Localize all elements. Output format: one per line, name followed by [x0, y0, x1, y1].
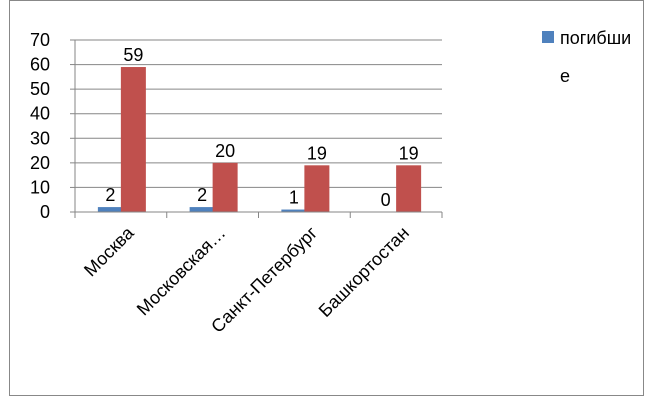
y-tick-label: 30 — [30, 128, 50, 148]
x-tick-label: Башкортостан — [315, 223, 413, 321]
bar-series-1 — [189, 207, 215, 212]
bar-series-2 — [304, 165, 330, 212]
legend-swatch-deaths — [542, 31, 554, 43]
bar-series-1 — [97, 207, 123, 212]
data-label: 19 — [399, 143, 419, 163]
data-label: 2 — [105, 185, 115, 205]
data-label: 0 — [381, 190, 391, 210]
legend-label-deaths: погибшие — [560, 28, 632, 86]
y-tick-label: 0 — [40, 202, 50, 222]
y-tick-label: 20 — [30, 153, 50, 173]
y-tick-label: 50 — [30, 79, 50, 99]
y-tick-label: 70 — [30, 30, 50, 50]
data-label: 20 — [215, 141, 235, 161]
bar-series-1 — [281, 209, 307, 212]
y-tick-label: 10 — [30, 177, 50, 197]
y-tick-label: 40 — [30, 104, 50, 124]
bar-series-2 — [396, 165, 422, 212]
bar-series-2 — [212, 162, 238, 212]
x-tick-label: Москва — [80, 222, 138, 280]
data-label: 2 — [197, 185, 207, 205]
data-label: 1 — [289, 188, 299, 208]
y-tick-label: 60 — [30, 55, 50, 75]
data-label: 59 — [123, 45, 143, 65]
x-tick-label: Московская… — [133, 223, 230, 320]
data-label: 19 — [307, 143, 327, 163]
bar-series-2 — [120, 67, 146, 213]
